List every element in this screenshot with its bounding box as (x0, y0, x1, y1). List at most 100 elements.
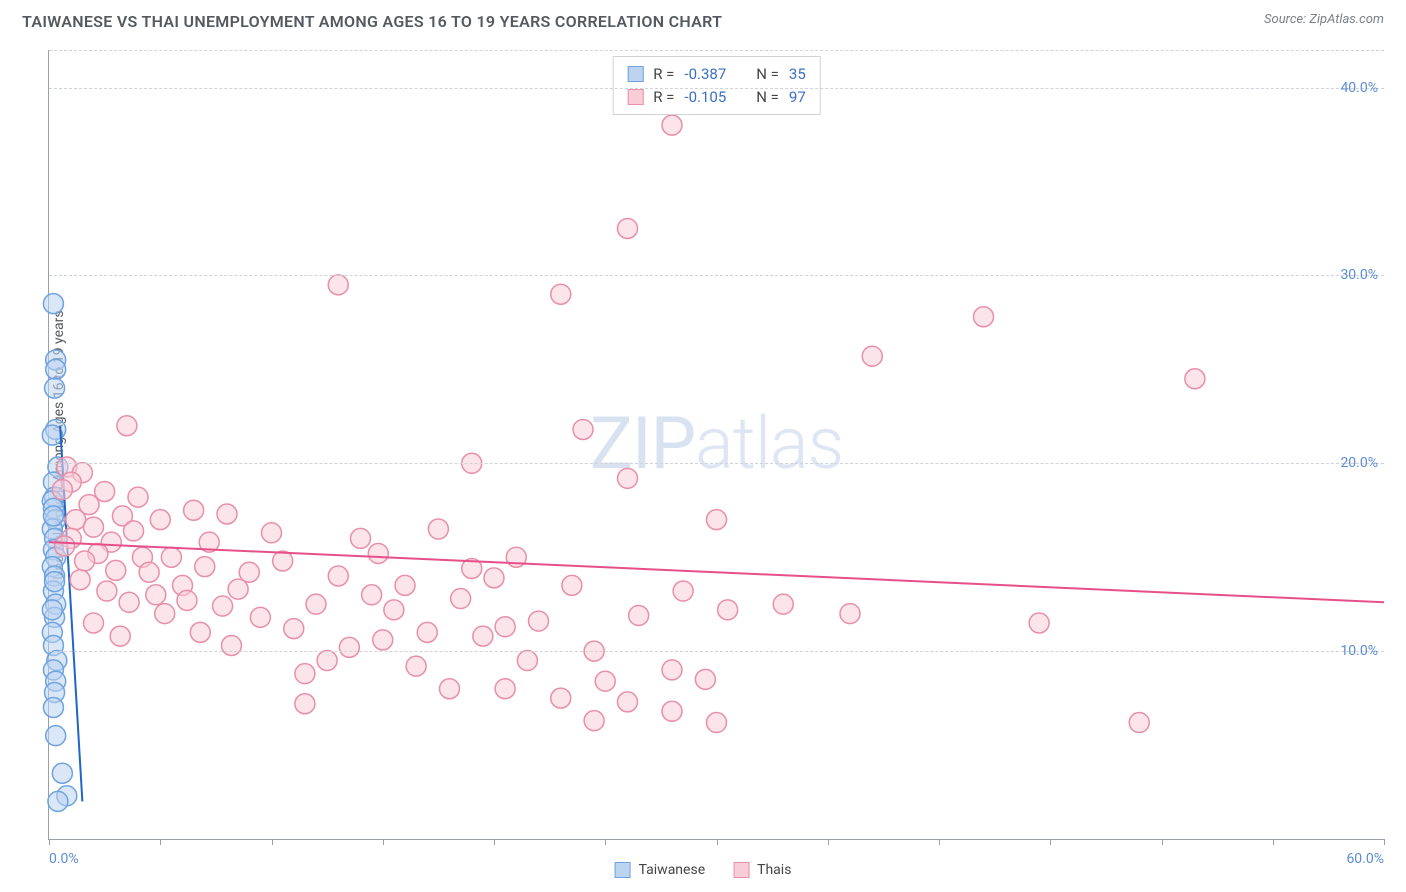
chart-title: TAIWANESE VS THAI UNEMPLOYMENT AMONG AGE… (22, 12, 722, 31)
legend-swatch (733, 862, 749, 878)
data-point (328, 275, 348, 295)
data-point (707, 713, 727, 733)
data-point (328, 566, 348, 586)
data-point (262, 523, 282, 543)
data-point (317, 651, 337, 671)
stat-r-label: R = (653, 63, 674, 86)
stat-n-label: N = (756, 86, 779, 109)
data-point (417, 622, 437, 642)
data-point (66, 510, 86, 530)
data-point (618, 218, 638, 238)
data-point (150, 510, 170, 530)
x-tick (1050, 839, 1051, 845)
data-point (495, 679, 515, 699)
data-point (368, 543, 388, 563)
data-point (250, 607, 270, 627)
data-point (662, 701, 682, 721)
stats-row: R = -0.387 N = 35 (627, 63, 806, 86)
data-point (551, 284, 571, 304)
data-point (128, 487, 148, 507)
x-tick (494, 839, 495, 845)
data-point (43, 698, 63, 718)
data-point (213, 596, 233, 616)
data-point (124, 521, 144, 541)
x-tick-label: 60.0% (1346, 851, 1384, 867)
data-point (221, 636, 241, 656)
y-tick-label: 30.0% (1340, 267, 1378, 283)
stat-n-label: N = (756, 63, 779, 86)
y-tick-label: 10.0% (1340, 643, 1378, 659)
data-point (517, 651, 537, 671)
data-point (146, 585, 166, 605)
source-label: Source: ZipAtlas.com (1264, 12, 1384, 27)
data-point (295, 664, 315, 684)
x-tick (939, 839, 940, 845)
data-point (339, 637, 359, 657)
legend-swatch (627, 66, 643, 82)
data-point (119, 592, 139, 612)
data-point (97, 581, 117, 601)
data-point (1129, 713, 1149, 733)
data-point (195, 557, 215, 577)
data-point (595, 671, 615, 691)
bottom-legend: Taiwanese Thais (615, 862, 792, 878)
data-point (139, 562, 159, 582)
legend-label: Taiwanese (639, 862, 706, 878)
data-point (473, 626, 493, 646)
data-point (52, 480, 72, 500)
data-point (773, 594, 793, 614)
x-tick (828, 839, 829, 845)
stats-row: R =-0.105N =97 (627, 86, 806, 109)
legend-item: Taiwanese (615, 862, 706, 878)
y-tick-label: 40.0% (1340, 80, 1378, 96)
data-point (695, 669, 715, 689)
data-point (529, 611, 549, 631)
x-tick (1384, 839, 1385, 845)
data-point (629, 605, 649, 625)
data-point (110, 626, 130, 646)
gridline (49, 463, 1384, 464)
data-point (84, 613, 104, 633)
data-point (1185, 369, 1205, 389)
x-tick (49, 839, 50, 845)
gridline (49, 275, 1384, 276)
data-point (190, 622, 210, 642)
data-point (45, 572, 65, 592)
stat-r-value: -0.387 (684, 63, 726, 86)
data-point (295, 694, 315, 714)
data-point (46, 359, 66, 379)
legend-swatch (627, 89, 643, 105)
x-tick (717, 839, 718, 845)
scatter-svg (49, 50, 1384, 839)
x-tick (1162, 839, 1163, 845)
gridline (49, 651, 1384, 652)
legend-label: Thais (757, 862, 791, 878)
data-point (362, 585, 382, 605)
data-point (551, 688, 571, 708)
data-point (584, 711, 604, 731)
data-point (217, 504, 237, 524)
x-tick (160, 839, 161, 845)
data-point (55, 536, 75, 556)
data-point (84, 517, 104, 537)
data-point (43, 506, 63, 526)
data-point (1029, 613, 1049, 633)
legend-item: Thais (733, 862, 791, 878)
x-tick-label: 0.0% (49, 851, 79, 867)
data-point (562, 575, 582, 595)
stat-n-value: 97 (789, 86, 806, 109)
chart-plot-area: Unemployment Among Ages 16 to 19 years Z… (48, 50, 1384, 840)
data-point (573, 419, 593, 439)
gridline (49, 50, 1384, 51)
data-point (384, 600, 404, 620)
data-point (673, 581, 693, 601)
data-point (70, 570, 90, 590)
x-tick (605, 839, 606, 845)
stat-n-value: 35 (789, 63, 806, 86)
data-point (662, 660, 682, 680)
data-point (306, 594, 326, 614)
data-point (974, 307, 994, 327)
data-point (373, 630, 393, 650)
data-point (106, 560, 126, 580)
legend-swatch (615, 862, 631, 878)
